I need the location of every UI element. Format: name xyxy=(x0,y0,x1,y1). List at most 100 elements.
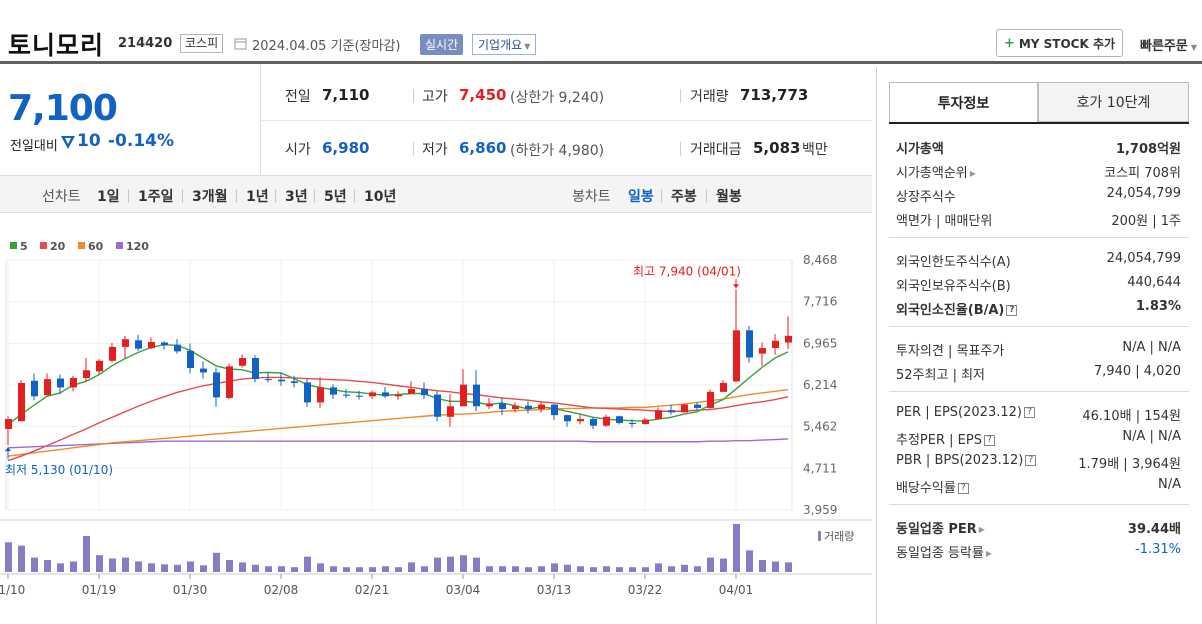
volume-bar xyxy=(681,564,688,572)
candle-body xyxy=(473,384,480,407)
est-eps-value: N/A xyxy=(1158,429,1181,444)
ma120-line xyxy=(7,438,789,449)
stock-header xyxy=(0,0,1202,64)
company-overview-dropdown[interactable]: 기업개요 ▼ xyxy=(472,34,537,55)
candle-body xyxy=(317,387,324,403)
candle-body xyxy=(434,394,441,417)
dividend-value: N/A xyxy=(1158,477,1181,492)
volume-bar xyxy=(525,567,532,572)
x-tick-label: 01/19 xyxy=(82,583,117,597)
eps-label: EPS(2023.12) xyxy=(933,405,1022,420)
dividend-label: 배당수익률 xyxy=(896,481,956,496)
industry-rate-label: 동일업종 등락률 xyxy=(896,546,984,561)
volume-bar xyxy=(31,557,38,572)
industry-per-link[interactable]: 동일업종 PER ▶ xyxy=(896,518,985,537)
base-date: 2024.04.05 기준(장마감) xyxy=(252,39,401,54)
x-tick-label: 02/21 xyxy=(355,583,390,597)
candle-body xyxy=(538,404,545,410)
candle-body xyxy=(759,348,766,354)
volume-bar xyxy=(83,536,90,572)
candle-body xyxy=(512,405,519,410)
help-icon[interactable]: ? xyxy=(1023,407,1035,418)
volume-bar xyxy=(5,542,12,572)
est-per-row-value: N/A | N/A xyxy=(1122,429,1181,444)
volume-bar xyxy=(330,566,337,572)
separator xyxy=(680,142,681,156)
quick-order-label: 빠른주문 xyxy=(1140,39,1188,54)
candle-chart-label: 봉차트 xyxy=(572,189,611,205)
realtime-button[interactable]: 실시간 xyxy=(420,34,464,55)
period-3y[interactable]: 3년 xyxy=(285,189,308,205)
help-icon[interactable]: ? xyxy=(983,435,995,446)
est-eps-label: EPS xyxy=(957,433,982,448)
period-10y[interactable]: 10년 xyxy=(364,189,397,205)
high-arrow-head xyxy=(733,284,739,289)
period-1w[interactable]: 1주일 xyxy=(138,189,174,205)
candle-body xyxy=(590,419,597,426)
volume-bar xyxy=(226,560,233,572)
volume-bar xyxy=(70,561,77,572)
volume-legend-swatch xyxy=(818,531,821,541)
candle-body xyxy=(5,419,12,429)
help-icon[interactable]: ? xyxy=(1006,305,1018,316)
candle-body xyxy=(551,404,558,416)
face-value: 200원 xyxy=(1111,214,1149,229)
volume-label: 거래량 xyxy=(690,89,729,105)
market-cap-rank-link[interactable]: 시가총액순위 ▶ xyxy=(896,162,976,181)
candle-body xyxy=(668,410,675,413)
foreign-ratio-row: 외국인소진율(B/A)? xyxy=(896,299,1018,318)
period-5y[interactable]: 5년 xyxy=(324,189,347,205)
period-bar xyxy=(0,175,872,213)
foreign-limit-value: 24,054,799 xyxy=(1106,251,1181,266)
candle-body xyxy=(694,404,701,408)
period-1d[interactable]: 1일 xyxy=(97,189,120,205)
w52-low-value: 4,020 xyxy=(1143,364,1181,379)
w52-high-value: 7,940 xyxy=(1093,364,1132,379)
help-icon[interactable]: ? xyxy=(957,483,969,494)
candle-body xyxy=(525,405,532,410)
candle-body xyxy=(408,389,415,395)
candle-daily[interactable]: 일봉 xyxy=(628,189,654,205)
trade-unit-label: 매매단위 xyxy=(944,214,993,229)
y-tick-label: 4,711 xyxy=(803,461,837,475)
y-tick-label: 3,959 xyxy=(803,503,837,517)
candle-body xyxy=(252,358,259,380)
tab-order-book[interactable]: 호가 10단계 xyxy=(1038,82,1189,122)
high-label: 고가 xyxy=(422,89,448,105)
bps-value: 3,964원 xyxy=(1131,457,1181,472)
period-1y[interactable]: 1년 xyxy=(246,189,269,205)
chevron-right-icon: ▶ xyxy=(978,525,985,534)
candle-body xyxy=(395,394,402,397)
down-triangle-icon xyxy=(60,134,76,154)
period-3m[interactable]: 3개월 xyxy=(192,189,228,205)
w52-row-value: 7,940 | 4,020 xyxy=(1093,364,1181,379)
volume-bar xyxy=(343,567,350,572)
candle-body xyxy=(174,344,181,352)
volume-bar xyxy=(252,564,259,572)
help-icon[interactable]: ? xyxy=(1025,455,1037,466)
w52-high-label: 52주최고 xyxy=(896,368,949,383)
add-mystock-button[interactable]: + MY STOCK 추가 xyxy=(996,29,1123,57)
chevron-right-icon: ▶ xyxy=(985,549,993,558)
per-label: PER xyxy=(896,405,922,420)
prev-close-value: 7,110 xyxy=(322,86,370,104)
x-tick-label: 03/13 xyxy=(537,583,572,597)
candle-body xyxy=(161,342,168,346)
candle-weekly[interactable]: 주봉 xyxy=(671,189,697,205)
per-row-label: PER | EPS(2023.12)? xyxy=(896,405,1035,420)
high-annotation: 최고 7,940 (04/01) xyxy=(633,264,741,278)
separator xyxy=(314,189,315,203)
legend-label: 60 xyxy=(88,240,104,253)
candle-body xyxy=(226,366,233,398)
stock-chart: 5 20 60 120 8,468 7,716 6,965 6,214 5,462 4,711 3,… xyxy=(0,240,872,597)
candle-monthly[interactable]: 월봉 xyxy=(716,189,742,205)
industry-rate-link[interactable]: 동일업종 등락률 ▶ xyxy=(896,542,992,561)
plus-icon: + xyxy=(1003,35,1015,51)
tab-invest-info[interactable]: 투자정보 xyxy=(889,82,1038,122)
candle-body xyxy=(499,403,506,410)
separator xyxy=(182,189,183,203)
candle-body xyxy=(200,368,207,373)
separator xyxy=(275,189,276,203)
quick-order-button[interactable]: 빠른주문 ▼ xyxy=(1140,35,1197,54)
add-mystock-label: MY STOCK 추가 xyxy=(1018,36,1116,51)
